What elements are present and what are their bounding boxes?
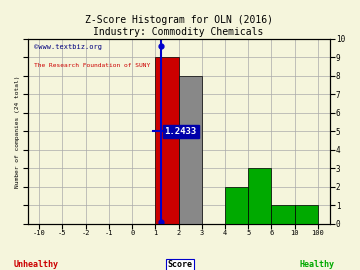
Text: Unhealthy: Unhealthy (14, 260, 58, 269)
Bar (295, 205, 318, 224)
Text: ©www.textbiz.org: ©www.textbiz.org (34, 44, 102, 50)
Text: Healthy: Healthy (299, 260, 334, 269)
Text: The Research Foundation of SUNY: The Research Foundation of SUNY (34, 63, 150, 68)
Y-axis label: Number of companies (24 total): Number of companies (24 total) (15, 75, 20, 188)
Bar (248, 168, 271, 224)
Bar (271, 205, 295, 224)
Text: Score: Score (167, 260, 193, 269)
Bar (179, 76, 202, 224)
Bar (225, 187, 248, 224)
Text: 1.2433: 1.2433 (165, 127, 197, 136)
Bar (156, 57, 179, 224)
Title: Z-Score Histogram for OLN (2016)
Industry: Commodity Chemicals: Z-Score Histogram for OLN (2016) Industr… (85, 15, 273, 37)
